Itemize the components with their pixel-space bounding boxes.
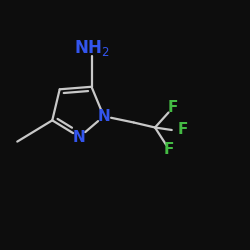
Text: F: F	[164, 142, 174, 158]
Text: N: N	[73, 130, 86, 144]
Text: F: F	[177, 122, 188, 138]
Text: F: F	[168, 100, 178, 115]
Text: NH$_2$: NH$_2$	[74, 38, 110, 58]
Text: N: N	[98, 109, 110, 124]
